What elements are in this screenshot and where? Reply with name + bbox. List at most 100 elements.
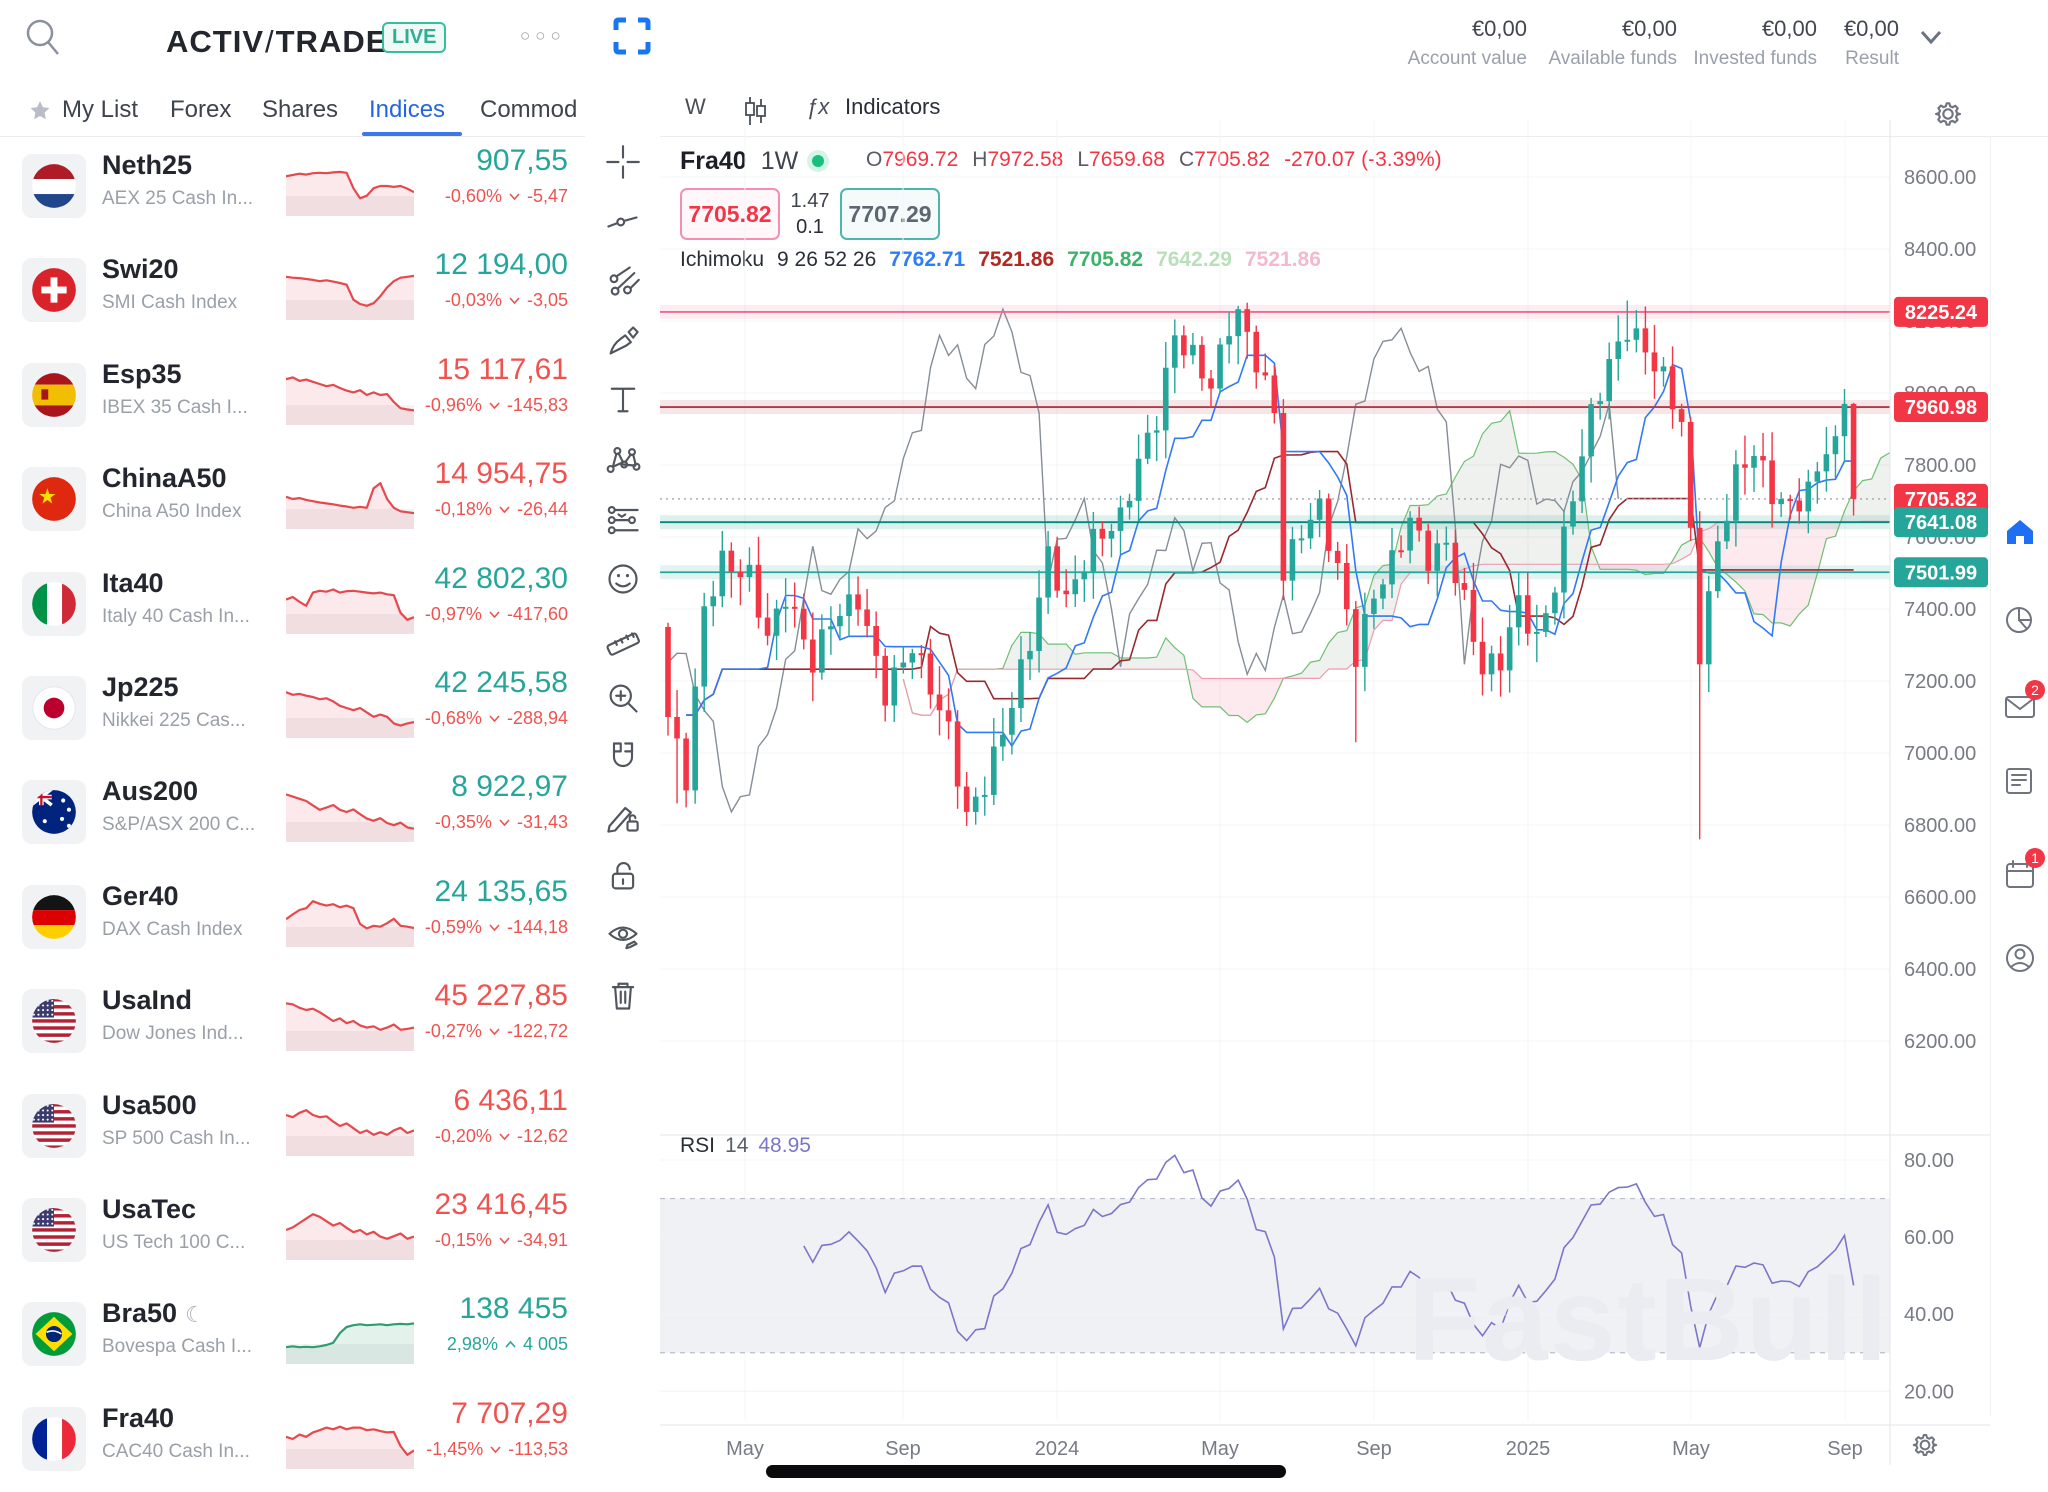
zoom-in-icon[interactable] [605,680,641,716]
timeframe-button[interactable]: W [685,94,706,119]
instrument-description: SMI Cash Index [102,292,238,313]
emoji-icon[interactable] [605,561,641,597]
price-chart[interactable]: 8600.008400.008200.008000.007800.007600.… [660,0,1990,1492]
account-metric: €0,00 Invested funds [1693,16,1817,70]
gann-fib-icon[interactable] [605,263,641,299]
flag-tile [22,676,86,740]
market-tabs: My List Forex Shares Indices Commod [0,90,585,136]
watchlist-row-usa500[interactable]: Usa500 SP 500 Cash In... 6 436,11 -0,20% -12… [0,1076,585,1180]
instrument-description: Nikkei 225 Cas... [102,710,246,731]
flag-fr-icon [32,1417,76,1461]
tab-shares[interactable]: Shares [262,96,339,123]
more-menu-icon[interactable]: ○○○ [520,26,566,45]
chevron-down-icon[interactable] [1916,26,1946,48]
watchlist-row-jp225[interactable]: Jp225 Nikkei 225 Cas... 42 245,58 -0,68% -28… [0,658,585,762]
account-metric-label: Available funds [1548,48,1677,69]
account-metric-label: Result [1845,48,1899,69]
change-down-icon [499,819,510,827]
news-icon[interactable] [2002,762,2038,798]
account-metric-label: Invested funds [1693,48,1817,69]
chart-settings-gear-icon[interactable] [1932,98,1964,130]
tab-my-list[interactable]: My List [62,96,139,123]
buy-button[interactable]: 7707.29 [840,188,940,240]
brush-icon[interactable] [605,323,641,359]
instrument-change: -0,96% -145,83 [425,395,568,416]
trend-line-icon[interactable] [605,204,641,240]
watchlist-row-bra50[interactable]: Bra50 ☾ Bovespa Cash I... 138 455 2,98% 4 005 [0,1284,585,1388]
profile-icon[interactable] [2002,940,2038,976]
instrument-description: US Tech 100 C... [102,1232,246,1253]
watchlist-row-fra40[interactable]: Fra40 CAC40 Cash In... 7 707,29 -1,45% -113,… [0,1389,585,1492]
home-icon[interactable] [2002,514,2038,550]
instrument-price: 14 954,75 [434,457,568,490]
search-icon[interactable] [22,16,66,60]
account-metric-value: €0,00 [1843,16,1899,41]
ohlc-item: O7969.72 [866,148,959,171]
indicators-button[interactable]: Indicators [845,94,941,119]
watchlist-row-swi20[interactable]: Swi20 SMI Cash Index 12 194,00 -0,03% -3,05 [0,240,585,344]
chart-symbol[interactable]: Fra40 [680,146,747,175]
change-percent: -0,20% [434,1126,492,1146]
mail-icon[interactable] [2002,688,2038,724]
watchlist-row-usatec[interactable]: UsaTec US Tech 100 C... 23 416,45 -0,15% -34… [0,1180,585,1284]
instrument-change: -0,27% -122,72 [425,1021,568,1042]
flag-tile [22,363,86,427]
chart-type-candles-icon[interactable] [742,96,768,126]
watchlist: Neth25 AEX 25 Cash In... 907,55 -0,60% -5,47… [0,136,585,1492]
market-closed-moon-icon: ☾ [185,1302,205,1327]
change-down-icon [509,297,520,305]
instrument-price: 15 117,61 [436,353,568,386]
tab-forex[interactable]: Forex [170,96,232,123]
lock-icon[interactable] [605,858,641,894]
watermark: FastBull [1408,1254,1890,1386]
drawing-lock-icon[interactable] [605,799,641,835]
instrument-change: 2,98% 4 005 [447,1334,568,1355]
ichimoku-params: 9 26 52 26 [777,248,877,271]
position-tool-icon[interactable] [605,501,641,537]
change-percent: -0,68% [424,708,482,728]
svg-text:8600.00: 8600.00 [1904,167,1976,189]
change-percent: -0,27% [424,1021,482,1041]
chart-timeframe[interactable]: 1W [760,146,799,175]
ichimoku-value: 7762.71 [889,248,966,271]
tab-commod[interactable]: Commod [480,96,578,123]
watchlist-row-chinaa50[interactable]: ChinaA50 China A50 Index 14 954,75 -0,18% -2… [0,449,585,553]
hide-drawings-icon[interactable] [605,918,641,954]
change-absolute: -122,72 [506,1021,568,1041]
pie-chart-icon[interactable] [2002,602,2038,638]
change-percent: -0,97% [424,604,482,624]
flag-us-icon [32,999,76,1043]
watchlist-row-ita40[interactable]: Ita40 Italy 40 Cash In... 42 802,30 -0,97% -… [0,554,585,658]
xabcd-pattern-icon[interactable] [605,442,641,478]
instrument-change: -0,18% -26,44 [435,499,568,520]
svg-text:7641.08: 7641.08 [1905,512,1977,534]
watchlist-row-usaind[interactable]: UsaInd Dow Jones Ind... 45 227,85 -0,27% -12… [0,971,585,1075]
ruler-icon[interactable] [605,620,641,656]
tab-indices[interactable]: Indices [369,96,446,123]
timezone-settings-gear-icon[interactable] [1910,1430,1940,1460]
sell-button[interactable]: 7705.82 [680,188,780,240]
change-down-icon [499,506,510,514]
change-percent: -0,18% [434,499,492,519]
svg-text:7501.99: 7501.99 [1905,562,1977,584]
instrument-description: AEX 25 Cash In... [102,188,254,209]
fullscreen-icon[interactable] [612,16,652,56]
watchlist-row-esp35[interactable]: Esp35 IBEX 35 Cash I... 15 117,61 -0,96% -14… [0,345,585,449]
flag-tile [22,885,86,949]
text-icon[interactable] [605,382,641,418]
horizontal-scrollbar[interactable] [766,1465,1286,1478]
trash-icon[interactable] [605,977,641,1013]
change-down-icon [489,402,500,410]
flag-tile [22,1407,86,1471]
crosshair-icon[interactable] [605,144,641,180]
fx-icon[interactable]: ƒx [806,94,830,119]
instrument-price: 42 245,58 [434,666,568,699]
ichimoku-legend[interactable]: Ichimoku 9 26 52 26 7762.71 7521.86 7705.82 7… [680,248,1321,272]
magnet-icon[interactable] [605,739,641,775]
watchlist-row-ger40[interactable]: Ger40 DAX Cash Index 24 135,65 -0,59% -144,1… [0,867,585,971]
rsi-legend[interactable]: RSI 14 48.95 [680,1134,811,1158]
sparkline [286,1109,414,1156]
watchlist-row-aus200[interactable]: Aus200 S&P/ASX 200 C... 8 922,97 -0,35% -31,… [0,762,585,866]
watchlist-row-neth25[interactable]: Neth25 AEX 25 Cash In... 907,55 -0,60% -5,47 [0,136,585,240]
change-absolute: -31,43 [516,812,568,832]
